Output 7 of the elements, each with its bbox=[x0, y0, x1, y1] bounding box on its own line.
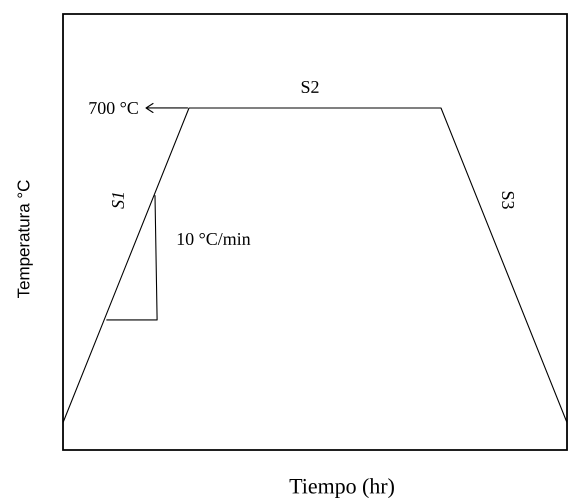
text: S2 bbox=[302, 80, 318, 94]
x-axis-title: Tiempo (hr) bbox=[290, 478, 394, 498]
annotation: S1 bbox=[112, 192, 124, 209]
annotation: S3 bbox=[502, 192, 514, 209]
annotation: 10 °C/min bbox=[178, 232, 250, 246]
annotation: 700 °C bbox=[89, 102, 138, 114]
y-axis-title: Temperatura °C bbox=[17, 180, 33, 298]
